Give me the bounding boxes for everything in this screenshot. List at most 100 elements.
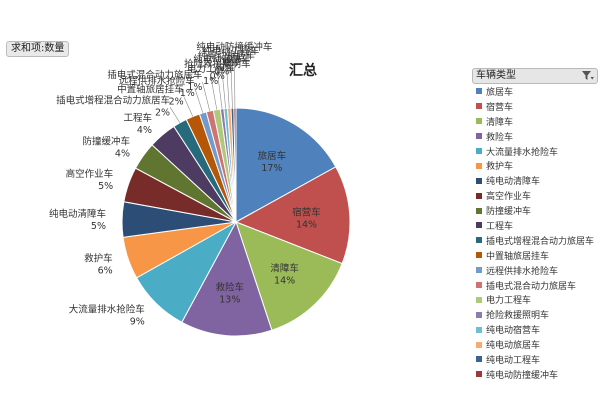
legend-label: 清障车 bbox=[486, 117, 514, 128]
legend-swatch bbox=[476, 207, 482, 214]
legend-label: 纯电动清障车 bbox=[486, 177, 541, 188]
legend-swatch bbox=[476, 118, 482, 125]
data-label-percent: 4% bbox=[137, 125, 152, 136]
pie-slice bbox=[235, 221, 343, 331]
legend-item: 纯电动工程车 bbox=[476, 352, 600, 367]
legend-label: 大流量排水抢险车 bbox=[486, 147, 559, 158]
legend-label: 救险车 bbox=[486, 132, 514, 143]
leader-line bbox=[202, 81, 211, 112]
legend-header-label: 车辆类型 bbox=[476, 70, 516, 81]
legend-item: 抢险救援照明车 bbox=[476, 307, 600, 322]
data-label-percent: 4% bbox=[115, 149, 130, 160]
legend-swatch bbox=[476, 103, 482, 110]
legend-label: 工程车 bbox=[486, 221, 514, 232]
leader-line bbox=[216, 71, 223, 109]
data-label-category: 工程车 bbox=[123, 112, 152, 124]
leader-line bbox=[194, 88, 204, 114]
legend-label: 防撞缓冲车 bbox=[486, 207, 532, 218]
data-label-category: 高空作业车 bbox=[66, 168, 114, 180]
data-label-category: 救险车 bbox=[216, 281, 245, 293]
pie-chart: 旅居车17%宿营车14%清障车14%救险车13%大流量排水抢险车9%救护车6%纯… bbox=[49, 41, 351, 337]
legend-label: 中置轴旅居挂车 bbox=[486, 251, 550, 262]
legend-label: 救护车 bbox=[486, 162, 514, 173]
legend-item: 纯电动清障车 bbox=[476, 173, 600, 188]
value-field-button[interactable]: 求和项:数量 bbox=[6, 41, 70, 57]
legend-item: 救险车 bbox=[476, 129, 600, 144]
leader-line bbox=[221, 66, 226, 109]
legend-label: 远程供排水抢险车 bbox=[486, 266, 559, 277]
data-label-category: 远程供排水抢险车 bbox=[119, 75, 195, 87]
legend: 旅居车宿营车清障车救险车大流量排水抢险车 救护车纯电动清障车 高空作业车防撞缓冲车工… bbox=[476, 84, 600, 382]
data-label-category: 宿营车 bbox=[292, 206, 321, 218]
legend-item: 纯电动宿营车 bbox=[476, 322, 600, 337]
legend-swatch bbox=[476, 267, 482, 274]
data-label-category: 救护车 bbox=[84, 252, 113, 264]
legend-item: 插电式混合动力旅居车 bbox=[476, 278, 600, 293]
legend-item: 防撞缓冲车 bbox=[476, 203, 600, 218]
data-label-category: 插电式增程混合动力旅居车 bbox=[56, 94, 170, 106]
data-label-category: 旅居车 bbox=[258, 150, 287, 162]
data-label-percent: 1% bbox=[203, 76, 218, 87]
legend-swatch bbox=[476, 222, 482, 229]
legend-item: 中置轴旅居挂车 bbox=[476, 248, 600, 263]
pie-slice bbox=[235, 107, 337, 223]
legend-swatch bbox=[476, 341, 482, 348]
legend-swatch bbox=[476, 148, 482, 154]
data-label-percent: 5% bbox=[98, 181, 113, 192]
data-label-category: 纯电动旅居车 bbox=[198, 49, 255, 61]
pie-slice bbox=[181, 220, 273, 337]
legend-swatch bbox=[476, 311, 482, 318]
legend-item: 高空作业车 bbox=[476, 188, 600, 203]
legend-swatch bbox=[476, 356, 482, 363]
leader-line bbox=[230, 58, 233, 109]
legend-swatch bbox=[476, 296, 482, 303]
legend-item: 电力工程车 bbox=[476, 292, 600, 307]
data-label-percent: 1% bbox=[187, 82, 202, 93]
data-label-percent: 14% bbox=[274, 275, 295, 286]
chart-title: 汇总 bbox=[289, 63, 317, 79]
data-label-percent: 2% bbox=[155, 107, 170, 118]
legend-item: 救护车 bbox=[476, 158, 600, 173]
data-label-percent: 9% bbox=[130, 317, 145, 328]
leader-line bbox=[169, 107, 181, 123]
data-label-percent: 0% bbox=[210, 71, 225, 82]
legend-swatch bbox=[476, 237, 482, 244]
data-label-percent: 17% bbox=[261, 163, 282, 174]
legend-label: 宿营车 bbox=[486, 102, 514, 113]
legend-item: 纯电动旅居车 bbox=[476, 337, 600, 352]
data-label-category: 大流量排水抢险车 bbox=[69, 304, 145, 316]
data-label-percent: 2% bbox=[169, 96, 184, 107]
legend-swatch bbox=[476, 192, 482, 199]
data-label-percent: 0% bbox=[214, 67, 229, 78]
filter-icon bbox=[582, 71, 594, 80]
legend-swatch bbox=[476, 252, 482, 259]
data-label-percent: 0% bbox=[227, 54, 242, 65]
pie-slice bbox=[234, 166, 351, 265]
data-label-category: 清障车 bbox=[270, 262, 299, 274]
data-label-percent: 1% bbox=[180, 88, 195, 99]
leader-line bbox=[226, 62, 230, 109]
legend-label: 纯电动工程车 bbox=[486, 355, 541, 366]
legend-label: 电力工程车 bbox=[486, 296, 532, 307]
legend-label: 旅居车 bbox=[486, 87, 514, 98]
legend-label: 插电式增程混合动力旅居车 bbox=[486, 236, 595, 247]
data-label-percent: 0% bbox=[219, 62, 234, 73]
legend-swatch bbox=[476, 162, 482, 169]
leader-line bbox=[183, 96, 194, 117]
data-label-category: 抢险救援照明车 bbox=[184, 58, 251, 70]
data-label-percent: 5% bbox=[91, 221, 106, 232]
legend-filter-button[interactable]: 车辆类型 bbox=[472, 68, 598, 84]
legend-swatch bbox=[476, 177, 482, 184]
data-label-category: 防撞缓冲车 bbox=[82, 136, 130, 148]
legend-item: 宿营车 bbox=[476, 99, 600, 114]
legend-item: 远程供排水抢险车 bbox=[476, 263, 600, 278]
legend-item: 清障车 bbox=[476, 114, 600, 129]
legend-item: 大流量排水抢险车 bbox=[476, 144, 600, 159]
data-label-percent: 14% bbox=[296, 219, 317, 230]
legend-item: 工程车 bbox=[476, 218, 600, 233]
legend-label: 插电式混合动力旅居车 bbox=[486, 281, 577, 292]
legend-swatch bbox=[476, 326, 482, 333]
legend-swatch bbox=[476, 88, 482, 95]
data-label-percent: 13% bbox=[219, 294, 240, 305]
data-label-percent: 6% bbox=[98, 265, 113, 276]
